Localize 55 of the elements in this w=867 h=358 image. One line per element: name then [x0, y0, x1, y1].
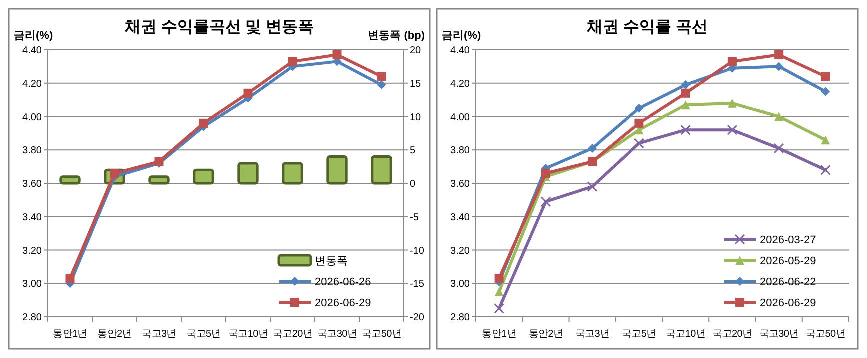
y-tick-label: 3.20 — [22, 246, 42, 257]
y-tick-label: 2.80 — [22, 312, 42, 324]
legend-label: 2026-06-22 — [760, 276, 816, 288]
y2-tick-label: 5 — [410, 146, 416, 157]
y-tick-label: 4.40 — [450, 46, 470, 56]
x-tick-label: 국고5년 — [186, 329, 221, 340]
y-tick-label: 4.20 — [450, 78, 470, 90]
y-tick-label: 3.40 — [450, 212, 470, 224]
y2-tick-label: -15 — [410, 279, 425, 290]
y-tick-label: 3.80 — [450, 146, 470, 157]
x-tick-label: 통안1년 — [482, 329, 516, 340]
x-tick-label: 국고3년 — [575, 329, 610, 340]
x-tick-label: 국고50년 — [362, 329, 402, 340]
x-tick-label: 국고20년 — [272, 329, 313, 340]
y-tick-label: 4.40 — [22, 46, 42, 56]
y-tick-label: 3.20 — [450, 246, 470, 257]
y2-tick-label: 15 — [410, 78, 422, 90]
x-tick-label: 국고10년 — [666, 329, 706, 340]
x-tick-label: 국고50년 — [806, 329, 846, 340]
legend-label: 2026-06-26 — [315, 276, 372, 288]
y2-tick-label: -10 — [410, 246, 425, 257]
legend-label: 변동폭 — [315, 255, 348, 268]
x-tick-label: 국고3년 — [142, 329, 176, 340]
x-tick-label: 국고5년 — [622, 329, 656, 340]
y-tick-label: 3.80 — [22, 146, 42, 157]
y-tick-label: 4.00 — [22, 112, 42, 124]
y-tick-label: 3.40 — [22, 212, 42, 224]
x-tick-label: 국고30년 — [317, 329, 358, 340]
y-axis-title: 금리(%) — [442, 30, 482, 42]
chart-title: 채권 수익률곡선 및 변동폭 — [124, 19, 314, 36]
y-tick-label: 3.00 — [450, 279, 470, 290]
y-tick-label: 3.60 — [22, 179, 42, 190]
x-tick-label: 통안2년 — [98, 329, 132, 340]
x-tick-label: 통안2년 — [528, 329, 564, 340]
x-tick-label: 국고20년 — [712, 329, 752, 340]
y-tick-label: 4.20 — [22, 78, 42, 90]
y2-tick-label: -20 — [410, 312, 425, 324]
x-tick-label: 통안1년 — [53, 329, 88, 340]
y-tick-label: 3.60 — [450, 179, 470, 190]
y-axis-title: 금리(%) — [14, 30, 54, 42]
y2-tick-label: -5 — [410, 212, 420, 224]
y-tick-label: 4.00 — [450, 112, 470, 124]
legend-label: 2026-03-27 — [760, 234, 816, 246]
legend-label: 2026-05-29 — [760, 255, 816, 268]
y2-tick-label: 20 — [410, 46, 422, 56]
chart-title: 채권 수익률 곡선 — [586, 19, 708, 36]
y2-axis-title: 변동폭 (bp) — [368, 30, 426, 42]
x-tick-label: 국고10년 — [228, 329, 268, 340]
y-tick-label: 3.00 — [22, 279, 42, 290]
y-tick-label: 2.80 — [450, 312, 470, 324]
x-tick-label: 국고30년 — [759, 329, 799, 340]
y2-tick-label: 10 — [410, 112, 422, 124]
legend-label: 2026-06-29 — [760, 297, 816, 310]
y2-tick-label: 0 — [410, 179, 416, 190]
legend-label: 2026-06-29 — [315, 297, 372, 310]
